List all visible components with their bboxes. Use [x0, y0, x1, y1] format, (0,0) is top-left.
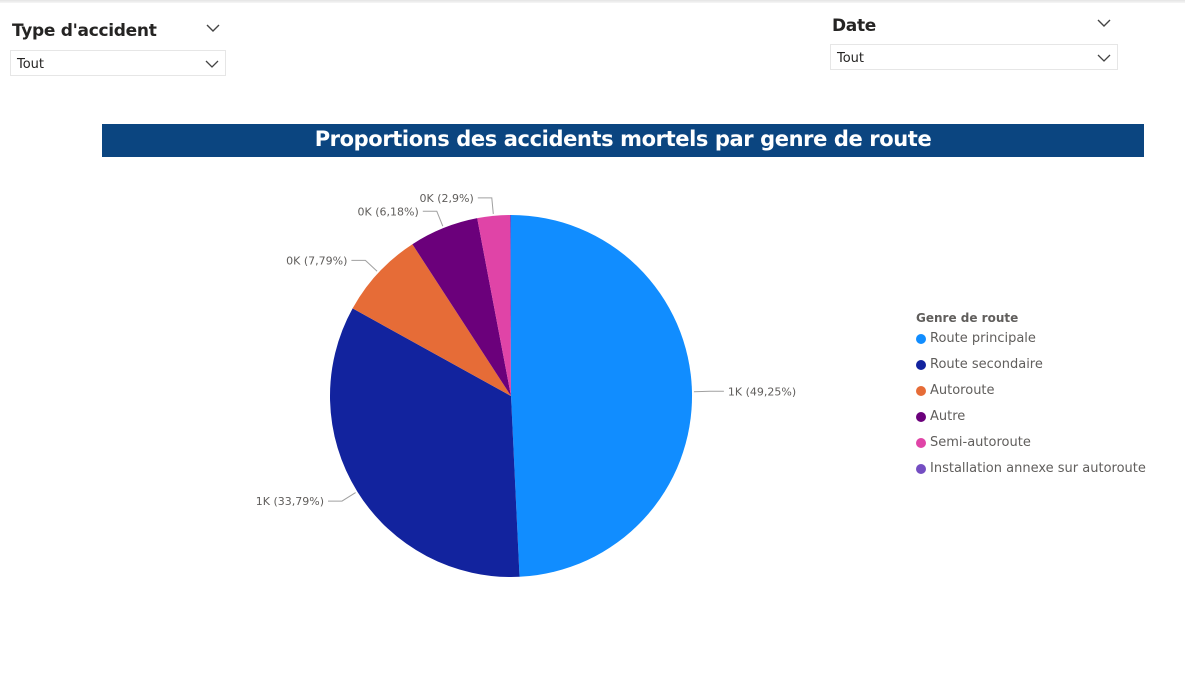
chevron-down-icon	[205, 60, 219, 68]
type-accident-slicer: Type d'accident Tout	[10, 20, 226, 78]
legend-label: Route secondaire	[930, 357, 1043, 372]
date-dropdown[interactable]: Tout	[830, 44, 1118, 70]
chart-legend: Genre de route Route principale Route sec…	[916, 311, 1176, 487]
legend-label: Semi-autoroute	[930, 435, 1031, 450]
chevron-down-icon[interactable]	[1096, 17, 1112, 29]
legend-label: Autoroute	[930, 383, 995, 398]
type-accident-dropdown-value: Tout	[17, 57, 45, 72]
legend-items: Route principale Route secondaire Autorout…	[916, 331, 1176, 487]
type-accident-slicer-title: Type d'accident	[12, 21, 157, 41]
legend-item-autoroute[interactable]: Autoroute	[916, 383, 1176, 409]
pie-slice-autre[interactable]	[412, 218, 511, 396]
top-border	[0, 0, 1185, 3]
data-label-autre: 0K (6,18%)	[358, 205, 419, 218]
legend-item-route-secondaire[interactable]: Route secondaire	[916, 357, 1176, 383]
legend-marker	[916, 438, 926, 448]
pie-slice-installation-annexe-sur-autoroute[interactable]	[509, 214, 511, 396]
pie-slice-autoroute[interactable]	[352, 244, 511, 396]
legend-marker	[916, 386, 926, 396]
chevron-down-icon	[1097, 54, 1111, 62]
chevron-down-icon[interactable]	[205, 22, 221, 34]
leader-line-semi-autoroute	[477, 197, 494, 214]
legend-marker	[916, 412, 926, 422]
legend-label: Installation annexe sur autoroute	[930, 461, 1146, 476]
leader-line-route-secondaire	[328, 492, 356, 502]
pie-slice-route-secondaire[interactable]	[329, 308, 520, 578]
date-dropdown-value: Tout	[837, 51, 865, 66]
data-label-autoroute: 0K (7,79%)	[286, 254, 347, 267]
legend-marker	[916, 464, 926, 474]
legend-marker	[916, 360, 926, 370]
type-accident-dropdown[interactable]: Tout	[10, 50, 226, 76]
data-label-route-secondaire: 1K (33,79%)	[256, 495, 324, 508]
pie-slice-semi-autoroute[interactable]	[477, 215, 511, 396]
data-label-route-principale: 1K (49,25%)	[728, 385, 796, 398]
chart-title-bar: Proportions des accidents mortels par ge…	[102, 124, 1144, 157]
legend-marker	[916, 334, 926, 344]
leader-line-autoroute	[351, 259, 378, 272]
legend-item-installation-annexe-sur-autoroute[interactable]: Installation annexe sur autoroute	[916, 461, 1176, 487]
legend-item-route-principale[interactable]: Route principale	[916, 331, 1176, 357]
legend-item-semi-autoroute[interactable]: Semi-autoroute	[916, 435, 1176, 461]
data-label-semi-autoroute: 0K (2,9%)	[420, 192, 474, 205]
type-accident-slicer-header: Type d'accident	[10, 20, 226, 46]
legend-title: Genre de route	[916, 311, 1019, 325]
date-slicer: Date Tout	[830, 14, 1118, 72]
date-slicer-title: Date	[832, 16, 877, 36]
legend-label: Autre	[930, 409, 966, 424]
pie-slice-route-principale[interactable]	[511, 215, 693, 577]
legend-item-autre[interactable]: Autre	[916, 409, 1176, 435]
leader-line-autre	[422, 210, 444, 227]
chart-title: Proportions des accidents mortels par ge…	[314, 127, 932, 151]
date-slicer-header: Date	[830, 14, 1118, 40]
legend-label: Route principale	[930, 331, 1036, 346]
